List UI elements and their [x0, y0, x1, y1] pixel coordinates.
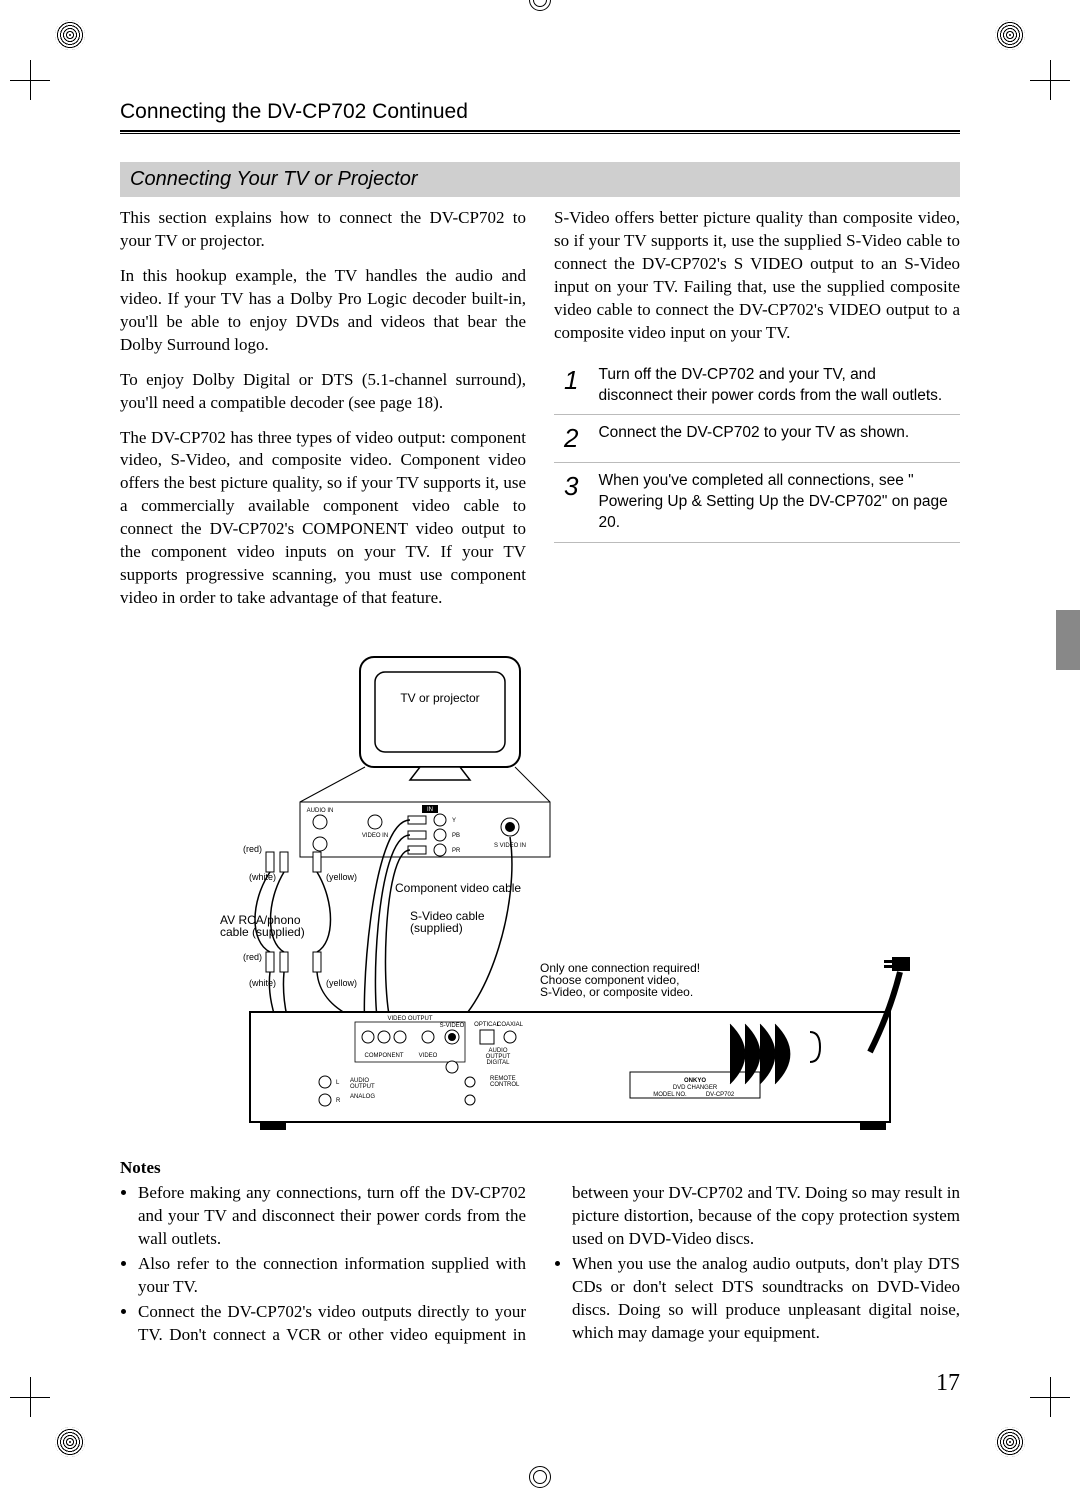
step-number: 3 [554, 463, 588, 543]
section-title-bar: Connecting Your TV or Projector [120, 162, 960, 197]
intro-para: S-Video offers better picture quality th… [554, 207, 960, 345]
header-rule [120, 130, 960, 134]
right-column: S-Video offers better picture quality th… [554, 207, 960, 622]
step-row: 1 Turn off the DV-CP702 and your TV, and… [554, 357, 960, 415]
note-item: Before making any connections, turn off … [138, 1182, 526, 1251]
intro-para: In this hookup example, the TV handles t… [120, 265, 526, 357]
intro-para: This section explains how to connect the… [120, 207, 526, 253]
svg-text:VIDEO OUTPUT: VIDEO OUTPUT [387, 1016, 432, 1022]
tv-label: TV or projector [400, 691, 479, 705]
steps-table: 1 Turn off the DV-CP702 and your TV, and… [554, 357, 960, 544]
only-one-note: Only one connection required! Choose com… [540, 961, 703, 999]
svg-text:(white): (white) [249, 978, 276, 988]
svg-text:IN: IN [427, 807, 433, 813]
svg-text:Y: Y [452, 818, 456, 824]
crop-mark [10, 60, 50, 100]
svg-text:ONKYO: ONKYO [684, 1078, 706, 1084]
svg-text:(red): (red) [243, 952, 262, 962]
svg-text:VIDEO IN: VIDEO IN [362, 833, 388, 839]
svg-text:S-VIDEO: S-VIDEO [440, 1023, 465, 1029]
step-text: Turn off the DV-CP702 and your TV, and d… [588, 357, 960, 415]
notes-list: Before making any connections, turn off … [120, 1182, 960, 1347]
svg-text:(yellow): (yellow) [326, 978, 357, 988]
svg-text:(yellow): (yellow) [326, 872, 357, 882]
svg-text:COAXIAL: COAXIAL [497, 1022, 524, 1028]
svideo-cable-label: S-Video cable (supplied) [410, 909, 488, 935]
svg-text:AUDIO IN: AUDIO IN [307, 808, 334, 814]
svg-text:(white): (white) [249, 872, 276, 882]
av-plugs-bottom: (red) (white) (yellow) [243, 952, 357, 988]
step-text: When you've completed all connections, s… [588, 463, 960, 543]
manual-page: Connecting the DV-CP702 Continued Connec… [0, 0, 1080, 1477]
svg-text:OUTPUT: OUTPUT [350, 1084, 375, 1090]
svg-text:R: R [336, 1098, 341, 1104]
diagram-svg: TV or projector AUDIO IN VIDEO IN IN [170, 652, 910, 1132]
svg-text:ANALOG: ANALOG [350, 1094, 375, 1100]
svg-text:(red): (red) [243, 844, 262, 854]
crop-mark [1030, 1377, 1070, 1417]
note-item: When you use the analog audio outputs, d… [572, 1253, 960, 1345]
registration-mark [995, 20, 1025, 50]
svg-text:DV-CP702: DV-CP702 [706, 1092, 735, 1098]
svg-text:DVD CHANGER: DVD CHANGER [673, 1085, 718, 1091]
tv-icon: TV or projector [360, 657, 520, 780]
notes-section: Notes Before making any connections, tur… [120, 1158, 960, 1347]
svg-text:VIDEO: VIDEO [419, 1053, 438, 1059]
svg-text:CONTROL: CONTROL [490, 1082, 520, 1088]
step-row: 3 When you've completed all connections,… [554, 463, 960, 543]
svg-text:PB: PB [452, 833, 460, 839]
page-number: 17 [936, 1370, 960, 1397]
left-column: This section explains how to connect the… [120, 207, 526, 622]
svg-text:COMPONENT: COMPONENT [365, 1053, 404, 1059]
side-tab [1056, 610, 1080, 670]
component-cable-label: Component video cable [395, 881, 521, 895]
step-number: 1 [554, 357, 588, 415]
crop-mark [10, 1377, 50, 1417]
av-cable-label: AV RCA/phono cable (supplied) [220, 913, 305, 939]
intro-columns: This section explains how to connect the… [120, 207, 960, 622]
crop-mark [1030, 60, 1070, 100]
registration-mark [55, 1427, 85, 1457]
registration-mark [529, 0, 551, 11]
note-item: Also refer to the connection information… [138, 1253, 526, 1299]
notes-title: Notes [120, 1158, 960, 1178]
svg-text:PR: PR [452, 848, 461, 854]
step-number: 2 [554, 415, 588, 463]
registration-mark [995, 1427, 1025, 1457]
step-row: 2 Connect the DV-CP702 to your TV as sho… [554, 415, 960, 463]
component-plugs [408, 816, 426, 854]
svg-text:MODEL NO.: MODEL NO. [653, 1092, 687, 1098]
page-header-title: Connecting the DV-CP702 Continued [120, 100, 960, 130]
step-text: Connect the DV-CP702 to your TV as shown… [588, 415, 960, 463]
registration-mark [529, 1466, 551, 1488]
intro-para: The DV-CP702 has three types of video ou… [120, 427, 526, 611]
registration-mark [55, 20, 85, 50]
svg-text:DIGITAL: DIGITAL [487, 1060, 511, 1066]
svg-text:S VIDEO IN: S VIDEO IN [494, 843, 526, 849]
intro-para: To enjoy Dolby Digital or DTS (5.1-chann… [120, 369, 526, 415]
connection-diagram: TV or projector AUDIO IN VIDEO IN IN [170, 652, 910, 1132]
